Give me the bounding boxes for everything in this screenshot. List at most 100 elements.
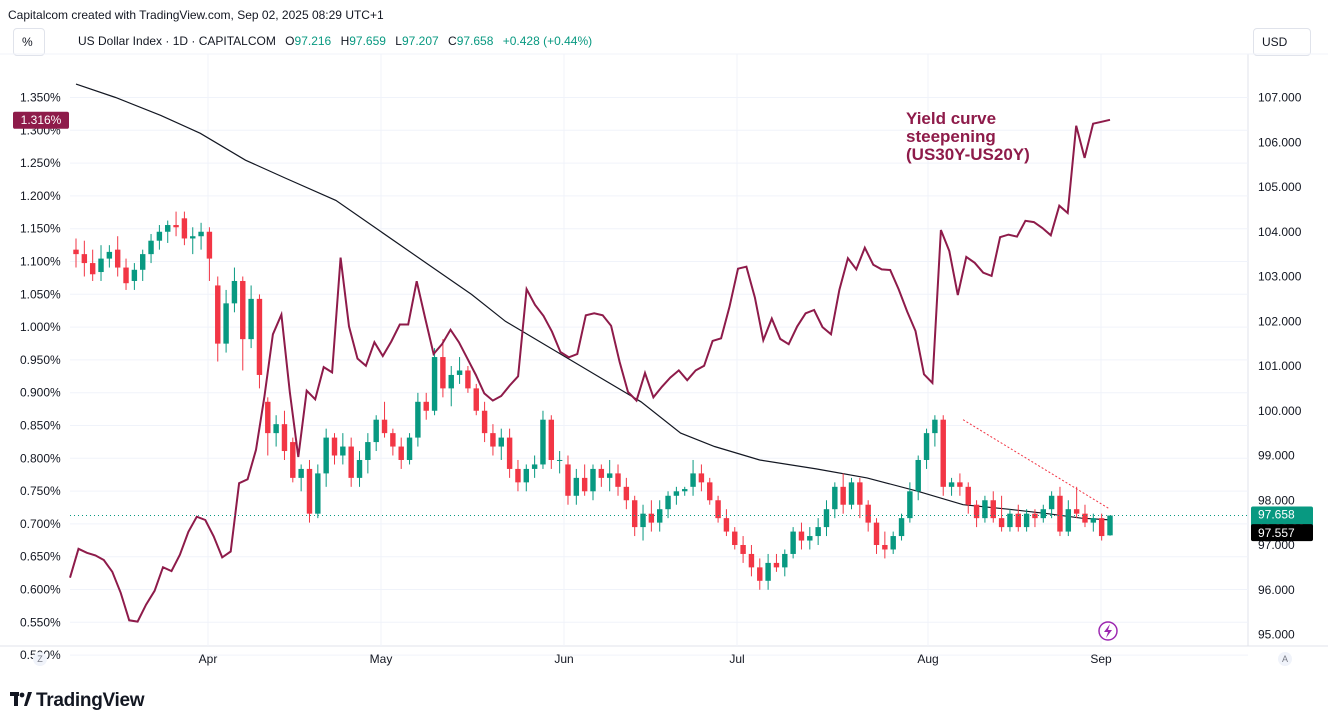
candle-body [832,486,838,510]
candle-body [423,401,429,411]
candle-body [440,357,446,389]
candle-body [682,489,688,492]
candle-body [123,267,129,284]
resistance-trendline [962,419,1111,510]
right-tick-label: 95.000 [1258,628,1295,642]
left-tick-label: 0.800% [20,451,61,465]
left-tick-label: 0.900% [20,386,61,400]
candle-body [348,446,354,478]
right-tick-label: 99.000 [1258,449,1295,463]
candle-body [506,437,513,469]
candle-body [456,370,463,375]
x-tick-label: Aug [917,652,938,666]
candle-body [415,401,421,438]
legend-open-value: 97.216 [294,34,332,48]
legend-open-label: O [285,34,295,48]
candle-body [331,437,338,456]
right-tick-label: 96.000 [1258,583,1295,597]
candle-body [98,258,104,273]
candle-body [448,374,454,389]
candle-body [465,370,471,389]
candle-body [198,231,204,237]
left-tick-label: 1.350% [20,91,61,105]
candle-body [957,482,963,487]
symbol-legend[interactable]: US Dollar Index · 1D · CAPITALCOM O97.21… [78,34,592,48]
candle-body [356,459,363,478]
left-tick-label: 1.200% [20,189,61,203]
candle-body [139,254,146,270]
candle-body [215,285,221,344]
candle-body [1023,513,1030,528]
candle-body [732,531,738,545]
left-scale-button[interactable] [13,28,45,56]
candle-body [907,491,913,519]
candle-body [515,468,521,483]
candle-body [873,522,880,545]
candle-body [590,468,596,492]
candle-body [1048,495,1055,510]
candle-body [673,491,680,496]
candle-body [923,433,930,460]
candle-body [373,419,379,443]
candle-body [790,531,796,554]
candle-body [823,509,830,528]
x-tick-label: May [370,652,393,666]
left-tick-label: 0.950% [20,353,61,367]
candle-body [148,240,154,255]
candle-body [690,473,696,487]
left-tick-label: 0.550% [20,615,61,629]
candle-body [631,500,638,528]
right-tick-label: 101.000 [1258,359,1302,373]
candle-body [273,424,279,434]
left-tick-label: 1.000% [20,320,61,334]
candle-body [998,518,1005,528]
candle-body [740,545,746,554]
candle-body [340,446,346,456]
yield-curve-line [69,118,1111,623]
ma-value-badge [1251,524,1313,542]
left-tick-label: 1.050% [20,287,61,301]
left-tick-label: 1.250% [20,156,61,170]
candle-body [565,464,571,496]
candle-body [932,419,938,434]
candle-body [298,468,304,478]
candle-body [556,459,563,461]
candle-body [473,388,479,411]
candle-body [1090,518,1097,523]
right-tick-label: 97.000 [1258,538,1295,552]
candle-body [365,442,371,460]
candle-body [640,513,646,528]
tradingview-logo-icon [10,690,32,712]
legend-low-value: 97.207 [401,34,439,48]
candle-body [898,518,905,537]
candle-body [381,419,388,434]
chart-attribution: Capitalcom created with TradingView.com,… [8,8,384,22]
candle-body [698,473,705,483]
left-tick-label: 0.750% [20,484,61,498]
candle-body [865,504,871,523]
candle-body [431,357,438,411]
right-tick-label: 104.000 [1258,225,1302,239]
currency-button[interactable] [1253,28,1311,56]
candle-body [190,236,196,239]
candle-body [256,298,263,375]
yield-annotation-line: steepening [906,127,996,146]
legend-change: +0.428 (+0.44%) [502,34,593,48]
left-tick-label: 0.600% [20,583,61,597]
legend-symbol: US Dollar Index · 1D · CAPITALCOM [78,34,276,48]
lightning-icon [1098,621,1118,641]
candle-body [398,446,404,460]
auto-scale-button[interactable]: A [1278,652,1292,666]
candle-body [406,437,413,460]
candle-body [106,251,113,259]
candle-body [1015,513,1021,528]
candle-body [1082,513,1088,523]
candle-body [540,419,546,465]
candle-body [807,536,813,541]
last-price-label: 97.658 [1258,508,1295,522]
legend-close-label: C [448,34,457,48]
zoom-reset-button[interactable]: Z [33,652,47,666]
candle-body [857,482,863,505]
candle-body [481,410,488,434]
